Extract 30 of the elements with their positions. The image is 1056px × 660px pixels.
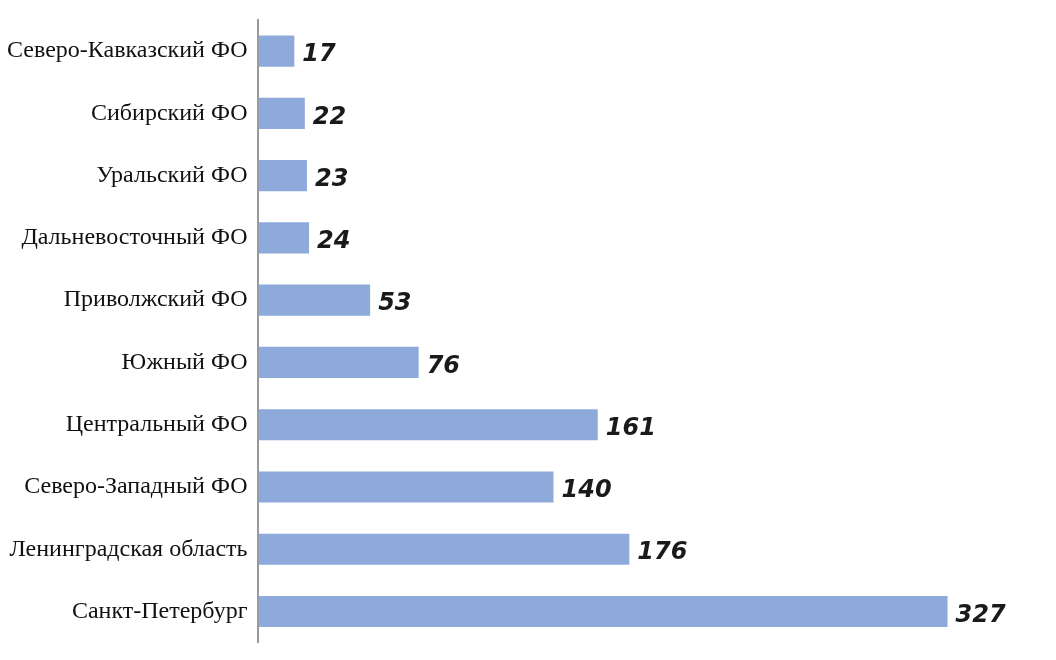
y-tick-label: Ленинградская область <box>9 534 248 561</box>
data-label: 140 <box>561 475 612 504</box>
data-label: 53 <box>378 288 412 317</box>
data-label: 17 <box>302 39 336 68</box>
bar <box>258 471 554 503</box>
bar <box>258 533 630 565</box>
y-tick-label: Дальневосточный ФО <box>21 223 248 250</box>
data-label: 161 <box>605 412 656 441</box>
y-tick-label: Южный ФО <box>121 347 248 374</box>
y-tick-label: Центральный ФО <box>65 409 248 436</box>
y-tick-label: Приволжский ФО <box>63 285 248 312</box>
bar <box>258 160 307 192</box>
y-tick-label: Санкт-Петербург <box>71 596 248 623</box>
bar <box>258 346 419 378</box>
y-tick-label: Уральский ФО <box>96 160 248 187</box>
data-label: 176 <box>637 537 688 566</box>
bar <box>258 409 598 441</box>
bar <box>258 35 295 67</box>
data-label: 24 <box>317 226 351 255</box>
y-tick-label: Северо-Западный ФО <box>24 472 248 499</box>
data-label: 23 <box>314 163 349 192</box>
y-tick-label: Сибирский ФО <box>90 98 248 125</box>
bar <box>258 97 305 129</box>
bar <box>258 222 310 254</box>
data-label: 327 <box>955 599 1006 628</box>
data-label: 76 <box>426 350 461 379</box>
bar <box>258 284 371 316</box>
data-label: 22 <box>312 101 347 130</box>
bar <box>258 595 948 628</box>
y-tick-label: Северо-Кавказский ФО <box>7 36 248 63</box>
